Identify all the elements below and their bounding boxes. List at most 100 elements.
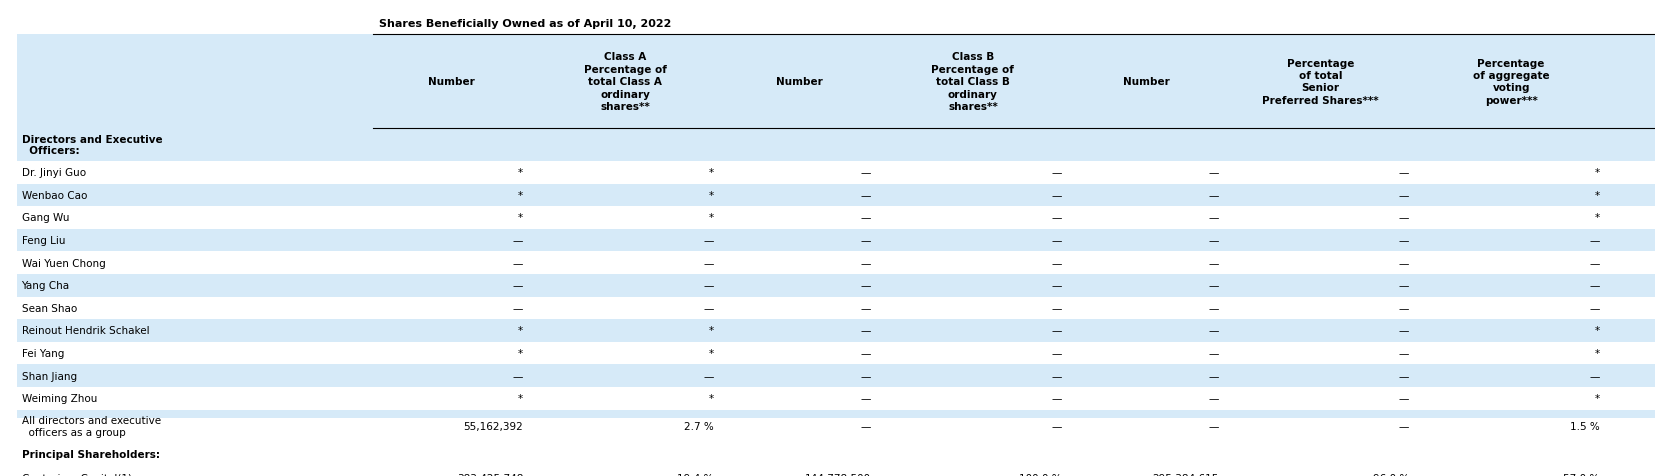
Text: Dr. Jinyi Guo: Dr. Jinyi Guo [22,168,86,178]
Text: *: * [708,394,713,404]
Text: 19.4 %: 19.4 % [677,474,713,476]
Text: —: — [703,303,713,313]
FancyBboxPatch shape [17,410,1655,442]
Text: —: — [861,236,871,246]
Text: —: — [1051,236,1061,246]
Text: —: — [861,190,871,200]
Text: 100.0 %: 100.0 % [1018,474,1061,476]
Text: —: — [1589,258,1599,268]
Text: Principal Shareholders:: Principal Shareholders: [22,448,159,458]
Text: —: — [1051,168,1061,178]
Text: —: — [1208,371,1218,381]
Text: *: * [518,190,523,200]
Text: *: * [708,348,713,358]
Text: —: — [1208,394,1218,404]
Text: Class A
Percentage of
total Class A
ordinary
shares**: Class A Percentage of total Class A ordi… [583,52,667,112]
Text: Percentage
of aggregate
voting
power***: Percentage of aggregate voting power*** [1471,59,1549,106]
FancyBboxPatch shape [17,35,1655,129]
Text: —: — [513,258,523,268]
Text: Number: Number [427,77,475,87]
Text: All directors and executive
  officers as a group: All directors and executive officers as … [22,415,161,437]
Text: *: * [518,168,523,178]
Text: —: — [1589,281,1599,291]
Text: *: * [708,190,713,200]
Text: Wenbao Cao: Wenbao Cao [22,190,86,200]
Text: Centurium Capital(1): Centurium Capital(1) [22,474,131,476]
Text: *: * [1594,348,1599,358]
Text: —: — [1208,168,1218,178]
FancyBboxPatch shape [17,275,1655,297]
Text: 383,425,748: 383,425,748 [457,474,523,476]
Text: 96.0 %: 96.0 % [1372,474,1408,476]
Text: —: — [1398,168,1408,178]
Text: 295,384,615: 295,384,615 [1152,474,1218,476]
Text: 2.7 %: 2.7 % [684,421,713,431]
FancyBboxPatch shape [17,129,1655,162]
Text: —: — [513,303,523,313]
Text: —: — [1051,421,1061,431]
Text: Reinout Hendrik Schakel: Reinout Hendrik Schakel [22,326,149,336]
FancyBboxPatch shape [17,319,1655,342]
Text: —: — [1208,258,1218,268]
Text: Feng Liu: Feng Liu [22,236,65,246]
Text: Number: Number [1122,77,1170,87]
Text: —: — [861,394,871,404]
Text: *: * [518,394,523,404]
Text: —: — [1398,348,1408,358]
Text: —: — [1398,303,1408,313]
Text: —: — [861,371,871,381]
Text: —: — [1051,371,1061,381]
Text: *: * [1594,190,1599,200]
Text: 1.5 %: 1.5 % [1569,421,1599,431]
Text: —: — [1398,326,1408,336]
Text: —: — [861,421,871,431]
Text: —: — [1398,371,1408,381]
Text: —: — [1051,258,1061,268]
Text: *: * [518,348,523,358]
Text: Directors and Executive
  Officers:: Directors and Executive Officers: [22,135,162,156]
Text: Shares Beneficially Owned as of April 10, 2022: Shares Beneficially Owned as of April 10… [379,19,672,29]
Text: *: * [1594,326,1599,336]
Text: —: — [1208,348,1218,358]
Text: —: — [861,303,871,313]
Text: —: — [861,348,871,358]
Text: —: — [1208,326,1218,336]
Text: —: — [1398,281,1408,291]
Text: —: — [1208,281,1218,291]
Text: —: — [1208,303,1218,313]
Text: Shan Jiang: Shan Jiang [22,371,76,381]
Text: Number: Number [775,77,823,87]
Text: Yang Cha: Yang Cha [22,281,70,291]
Text: —: — [861,281,871,291]
FancyBboxPatch shape [17,184,1655,207]
Text: —: — [861,258,871,268]
Text: —: — [861,213,871,223]
Text: *: * [708,326,713,336]
Text: —: — [1051,213,1061,223]
Text: *: * [708,213,713,223]
Text: *: * [518,326,523,336]
Text: Percentage
of total
Senior
Preferred Shares***: Percentage of total Senior Preferred Sha… [1261,59,1379,106]
Text: *: * [1594,394,1599,404]
Text: —: — [513,281,523,291]
Text: 144,778,500: 144,778,500 [804,474,871,476]
Text: —: — [513,371,523,381]
Text: —: — [703,258,713,268]
Text: —: — [703,281,713,291]
Text: —: — [1208,213,1218,223]
Text: —: — [1398,421,1408,431]
Text: —: — [1051,394,1061,404]
Text: —: — [1208,236,1218,246]
Text: —: — [1208,421,1218,431]
Text: Gang Wu: Gang Wu [22,213,70,223]
Text: Fei Yang: Fei Yang [22,348,65,358]
Text: —: — [703,236,713,246]
Text: —: — [1051,348,1061,358]
Text: —: — [861,168,871,178]
Text: —: — [513,236,523,246]
Text: *: * [518,213,523,223]
Text: 57.0 %: 57.0 % [1562,474,1599,476]
Text: 55,162,392: 55,162,392 [463,421,523,431]
Text: Weiming Zhou: Weiming Zhou [22,394,98,404]
Text: Wai Yuen Chong: Wai Yuen Chong [22,258,106,268]
